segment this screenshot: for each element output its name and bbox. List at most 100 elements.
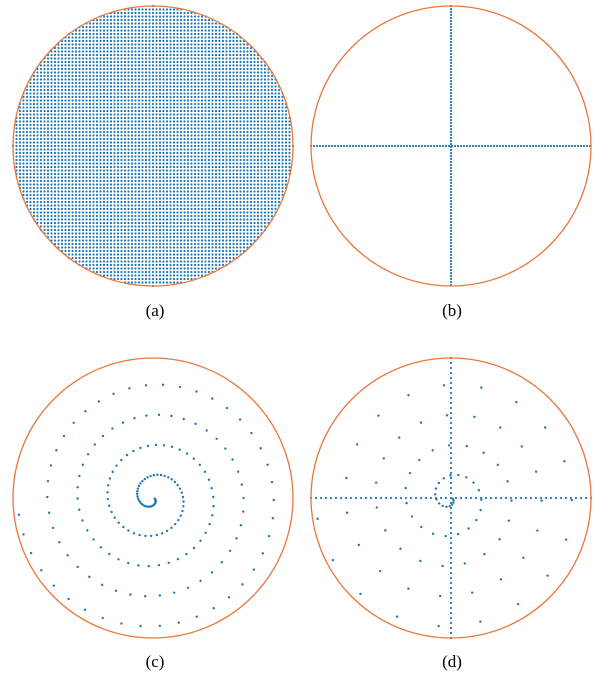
dot: [193, 25, 197, 29]
dot: [155, 88, 158, 92]
dot: [204, 50, 207, 53]
dot: [130, 274, 134, 277]
dot: [64, 242, 67, 246]
dot: [165, 92, 169, 95]
dot: [95, 183, 99, 186]
dot: [88, 267, 92, 270]
dot: [85, 260, 88, 263]
dot: [113, 78, 116, 81]
dot: [88, 176, 92, 179]
dot: [186, 270, 190, 274]
dot: [99, 155, 102, 158]
dot: [95, 151, 99, 155]
dot: [179, 46, 183, 50]
dot: [95, 99, 99, 102]
dot: [53, 165, 57, 169]
dot: [50, 232, 53, 235]
dot: [92, 214, 95, 218]
dot: [141, 15, 144, 18]
dot: [39, 123, 43, 127]
dot: [176, 270, 179, 274]
dot: [246, 155, 249, 158]
dot: [235, 92, 239, 95]
dot: [141, 11, 144, 15]
dot: [92, 39, 95, 43]
dot: [106, 144, 109, 148]
dot: [130, 71, 134, 74]
dot: [123, 32, 127, 36]
dot: [169, 113, 172, 116]
dot: [239, 151, 242, 155]
dot: [64, 50, 67, 53]
dot: [109, 193, 113, 197]
dot: [162, 109, 165, 113]
dot: [155, 263, 158, 267]
dot: [50, 225, 53, 228]
dot: [39, 78, 43, 81]
dot: [277, 141, 281, 144]
dot: [158, 116, 162, 120]
dot: [22, 137, 25, 141]
dot: [190, 109, 193, 113]
dot: [25, 134, 29, 137]
dot: [253, 144, 256, 148]
dot: [85, 228, 88, 232]
dot: [284, 141, 288, 144]
dot: [88, 235, 92, 239]
dot: [127, 15, 130, 18]
dot: [242, 106, 246, 109]
dot: [242, 186, 246, 190]
dot: [60, 113, 64, 116]
dot: [127, 109, 130, 113]
dot: [88, 67, 92, 71]
dot: [92, 106, 95, 109]
dot: [158, 43, 162, 46]
dot: [113, 64, 116, 67]
dot: [81, 95, 85, 99]
dot: [134, 71, 137, 74]
dot: [113, 50, 116, 53]
dot: [120, 78, 123, 81]
dot: [162, 53, 165, 57]
dot: [18, 169, 22, 172]
dot: [22, 183, 25, 186]
dot: [137, 8, 141, 11]
dot: [193, 158, 197, 162]
dot: [263, 200, 267, 204]
dot: [249, 60, 253, 64]
dot: [228, 256, 232, 260]
dot: [249, 158, 253, 162]
dot: [260, 207, 263, 211]
dot: [260, 176, 263, 179]
dot: [116, 29, 120, 32]
dot: [60, 242, 64, 246]
dot: [239, 39, 242, 43]
dot: [53, 176, 57, 179]
dot: [123, 162, 127, 165]
dot: [235, 74, 239, 78]
dot: [130, 239, 134, 242]
dot: [36, 158, 39, 162]
dot: [155, 239, 158, 242]
dot: [85, 204, 88, 207]
dot: [284, 137, 288, 141]
dot: [88, 263, 92, 267]
dot: [172, 78, 176, 81]
dot: [74, 232, 78, 235]
dot: [204, 109, 207, 113]
dot: [235, 148, 239, 151]
dot: [179, 64, 183, 67]
dot: [277, 137, 281, 141]
dot: [36, 123, 39, 127]
dot: [211, 211, 214, 214]
dot: [183, 263, 186, 267]
dot: [218, 99, 221, 102]
dot: [218, 176, 221, 179]
dot: [113, 155, 116, 158]
dot: [214, 39, 218, 43]
dot: [50, 81, 53, 85]
dot: [193, 85, 197, 88]
dot: [221, 67, 225, 71]
dot: [50, 183, 53, 186]
dot: [158, 109, 162, 113]
